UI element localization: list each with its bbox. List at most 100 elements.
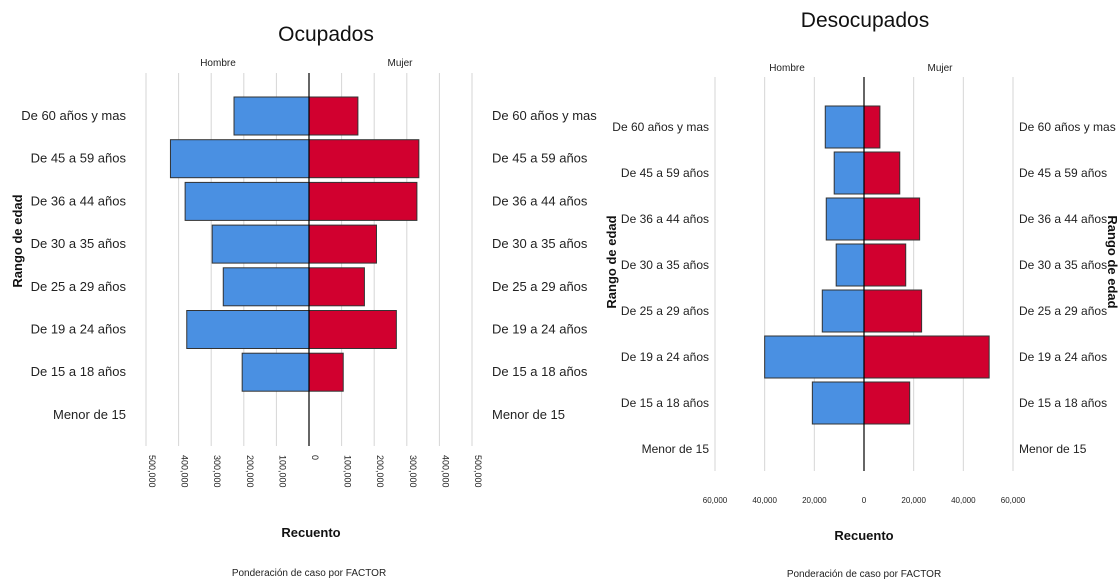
bar-hombre bbox=[233, 96, 310, 136]
category-label-right: De 60 años y mas bbox=[1019, 120, 1116, 134]
chart-desocupados: Desocupados Hombre Mujer De 60 años y ma… bbox=[604, 9, 1119, 580]
category-label-right: De 36 a 44 años bbox=[1019, 212, 1107, 226]
x-tick-label: 0 bbox=[862, 496, 867, 505]
category-label-right: De 45 a 59 años bbox=[1019, 166, 1107, 180]
category-label-left: Menor de 15 bbox=[53, 407, 126, 422]
category-label-right: De 45 a 59 años bbox=[492, 151, 588, 166]
x-tick-label: 200,000 bbox=[245, 455, 255, 488]
category-label-left: De 36 a 44 años bbox=[31, 193, 127, 208]
category-label-left: De 30 a 35 años bbox=[31, 236, 127, 251]
category-label-left: De 60 años y mas bbox=[21, 108, 126, 123]
category-label-right: De 15 a 18 años bbox=[492, 364, 588, 379]
category-label-right: De 19 a 24 años bbox=[1019, 350, 1107, 364]
category-label-left: De 36 a 44 años bbox=[621, 212, 709, 226]
bar-mujer bbox=[863, 105, 881, 149]
category-labels: De 60 años y mas De 60 años y mas De 45 a … bbox=[612, 120, 1115, 456]
bar-mujer bbox=[863, 243, 907, 287]
bar-hombre bbox=[825, 197, 865, 241]
x-tick-label: 40,000 bbox=[951, 496, 976, 505]
x-tick-labels: 60,000 40,000 20,000 0 20,000 40,000 60,000 bbox=[703, 496, 1026, 505]
weight-note: Ponderación de caso por FACTOR bbox=[787, 569, 941, 580]
x-tick-label: 400,000 bbox=[180, 455, 190, 488]
x-tick-label: 500,000 bbox=[147, 455, 157, 488]
bar-mujer bbox=[308, 352, 344, 392]
category-label-right: De 25 a 29 años bbox=[492, 279, 588, 294]
category-label-right: Menor de 15 bbox=[1019, 442, 1087, 456]
category-label-right: Menor de 15 bbox=[492, 407, 565, 422]
bar-mujer bbox=[863, 197, 921, 241]
category-label-right: De 19 a 24 años bbox=[492, 322, 588, 337]
bar-mujer bbox=[308, 310, 397, 349]
bars bbox=[764, 77, 990, 471]
x-tick-label: 300,000 bbox=[212, 455, 222, 488]
bar-mujer bbox=[863, 335, 990, 379]
x-axis-title: Recuento bbox=[834, 528, 893, 543]
x-tick-label: 100,000 bbox=[277, 455, 287, 488]
bar-mujer bbox=[863, 289, 923, 333]
bar-mujer bbox=[308, 139, 420, 179]
bar-hombre bbox=[211, 224, 310, 264]
category-label-left: De 25 a 29 años bbox=[31, 279, 127, 294]
x-tick-label: 20,000 bbox=[802, 496, 827, 505]
bar-hombre bbox=[169, 139, 310, 179]
y-axis-title-left: Rango de edad bbox=[604, 215, 619, 308]
category-label-right: De 36 a 44 años bbox=[492, 193, 588, 208]
y-axis-title: Rango de edad bbox=[10, 194, 25, 287]
weight-note: Ponderación de caso por FACTOR bbox=[232, 568, 386, 579]
x-tick-label: 400,000 bbox=[440, 455, 450, 488]
category-label-left: De 25 a 29 años bbox=[621, 304, 709, 318]
bar-hombre bbox=[222, 267, 310, 307]
bar-hombre bbox=[241, 352, 310, 392]
chart-ocupados: Ocupados Hombre Mujer De 60 años y mas De… bbox=[10, 23, 597, 579]
bar-hombre bbox=[186, 310, 310, 349]
bar-hombre bbox=[824, 105, 865, 149]
x-axis-title: Recuento bbox=[281, 525, 340, 540]
x-tick-label: 300,000 bbox=[408, 455, 418, 488]
x-tick-label: 60,000 bbox=[1001, 496, 1026, 505]
chart-title: Desocupados bbox=[801, 9, 929, 32]
bar-mujer bbox=[308, 181, 418, 221]
gridlines bbox=[714, 77, 1014, 471]
category-label-right: De 60 años y mas bbox=[492, 108, 597, 123]
bar-hombre bbox=[184, 181, 310, 221]
category-label-right: De 25 a 29 años bbox=[1019, 304, 1107, 318]
x-tick-label: 40,000 bbox=[752, 496, 777, 505]
category-label-left: De 60 años y mas bbox=[612, 120, 709, 134]
left-side-label: Hombre bbox=[769, 63, 805, 74]
x-tick-label: 60,000 bbox=[703, 496, 728, 505]
category-label-left: De 45 a 59 años bbox=[621, 166, 709, 180]
category-labels: De 60 años y mas De 60 años y mas De 45 a … bbox=[21, 108, 597, 422]
right-side-label: Mujer bbox=[927, 63, 953, 74]
bar-hombre bbox=[833, 151, 865, 195]
bar-mujer bbox=[308, 267, 365, 307]
x-tick-label: 20,000 bbox=[901, 496, 926, 505]
category-label-left: Menor de 15 bbox=[642, 442, 710, 456]
bar-mujer bbox=[308, 96, 359, 136]
x-tick-label: 200,000 bbox=[375, 455, 385, 488]
left-side-label: Hombre bbox=[200, 58, 236, 69]
right-side-label: Mujer bbox=[387, 58, 413, 69]
category-label-right: De 30 a 35 años bbox=[492, 236, 588, 251]
category-label-left: De 30 a 35 años bbox=[621, 258, 709, 272]
x-tick-label: 100,000 bbox=[343, 455, 353, 488]
bar-mujer bbox=[308, 224, 377, 264]
chart-title: Ocupados bbox=[278, 23, 374, 46]
category-label-left: De 15 a 18 años bbox=[621, 396, 709, 410]
bar-hombre bbox=[835, 243, 865, 287]
bar-hombre bbox=[811, 381, 865, 425]
category-label-right: De 30 a 35 años bbox=[1019, 258, 1107, 272]
bar-mujer bbox=[863, 151, 901, 195]
category-label-left: De 15 a 18 años bbox=[31, 364, 127, 379]
bar-mujer bbox=[863, 381, 911, 425]
bars bbox=[169, 73, 420, 446]
bar-hombre bbox=[821, 289, 865, 333]
category-label-left: De 19 a 24 años bbox=[621, 350, 709, 364]
y-axis-title-right: Rango de edad bbox=[1105, 215, 1119, 308]
category-label-right: De 15 a 18 años bbox=[1019, 396, 1107, 410]
category-label-left: De 19 a 24 años bbox=[31, 322, 127, 337]
x-tick-label: 0 bbox=[310, 455, 320, 460]
category-label-left: De 45 a 59 años bbox=[31, 151, 127, 166]
x-tick-labels: 500,000 400,000 300,000 200,000 100,000 0 100,… bbox=[147, 455, 483, 488]
bar-hombre bbox=[764, 335, 865, 379]
